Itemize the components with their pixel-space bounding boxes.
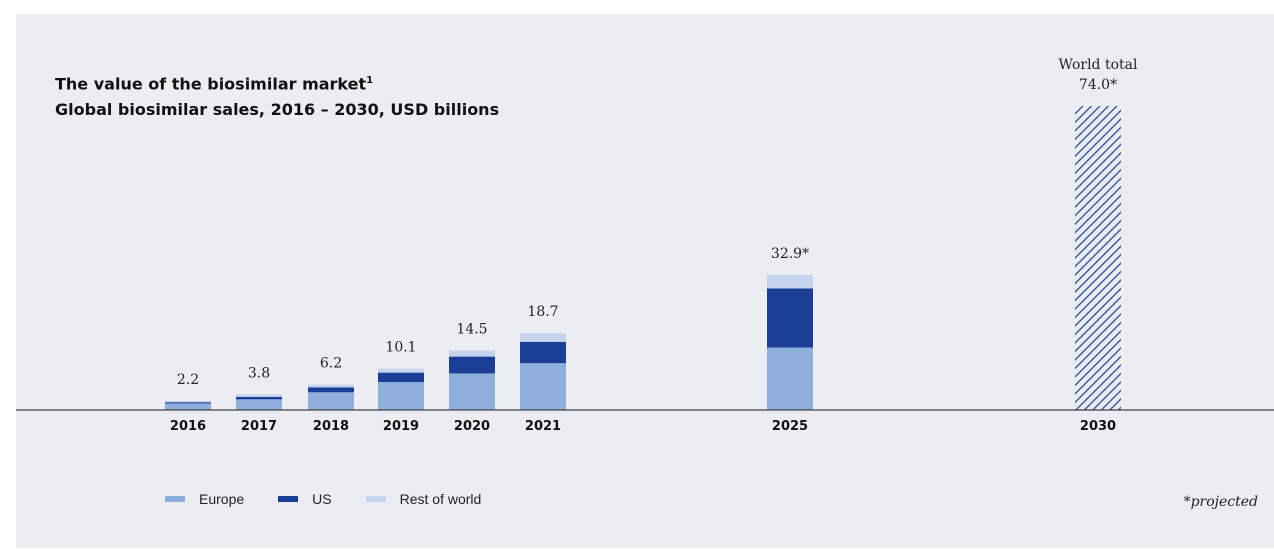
bar-2016-europe	[165, 403, 211, 410]
world-total-label: World total	[1059, 57, 1138, 73]
legend-item-us: US	[278, 491, 332, 507]
bar-2021-us	[520, 341, 566, 364]
bar-2019-rest-of-world	[378, 368, 424, 373]
projected-footnote: *projected	[1183, 494, 1258, 510]
chart-legend: Europe US Rest of world	[165, 491, 515, 507]
legend-label-us: US	[312, 491, 332, 507]
bar-2020-us	[449, 356, 495, 374]
legend-label-europe: Europe	[199, 491, 245, 507]
legend-swatch-rest-of-world	[365, 496, 386, 502]
bar-2017-rest-of-world	[236, 394, 282, 397]
bar-2019-europe	[378, 382, 424, 410]
total-label-2017: 3.8	[248, 365, 270, 381]
chart-title-block: The value of the biosimilar market1 Glob…	[55, 68, 499, 123]
bar-2016-rest-of-world	[165, 400, 211, 403]
legend-swatch-europe	[165, 496, 185, 502]
bar-2017-europe	[236, 399, 282, 410]
x-tick-label-2020: 2020	[454, 419, 490, 434]
x-tick-label-2016: 2016	[170, 419, 206, 434]
title-superscript: 1	[366, 75, 374, 86]
legend-item-rest-of-world: Rest of world	[365, 491, 482, 507]
total-label-2019: 10.1	[385, 340, 416, 356]
bar-2018-us	[308, 387, 354, 393]
total-label-2016: 2.2	[177, 372, 199, 388]
chart-title: The value of the biosimilar market1	[55, 74, 374, 94]
bar-2030-world-total	[1075, 106, 1121, 410]
x-tick-label-2018: 2018	[313, 419, 349, 434]
bar-2019-us	[378, 372, 424, 383]
chart-subtitle: Global biosimilar sales, 2016 – 2030, US…	[55, 100, 500, 120]
bar-2020-rest-of-world	[449, 350, 495, 357]
legend-item-europe: Europe	[165, 491, 244, 507]
legend-swatch-us	[278, 496, 299, 502]
bar-2025-europe	[767, 347, 813, 410]
x-tick-label-2021: 2021	[525, 419, 561, 434]
bar-2016-us	[165, 402, 211, 404]
bar-2018-rest-of-world	[308, 384, 354, 388]
bar-2025-rest-of-world	[767, 274, 813, 289]
bar-2018-europe	[308, 392, 354, 410]
bar-2017-us	[236, 396, 282, 400]
total-label-2018: 6.2	[320, 356, 342, 372]
bar-2025-us	[767, 288, 813, 348]
total-label-2021: 18.7	[527, 304, 558, 320]
x-tick-label-2017: 2017	[241, 419, 277, 434]
total-label-2020: 14.5	[456, 321, 487, 337]
bar-2021-rest-of-world	[520, 333, 566, 342]
bar-2020-europe	[449, 373, 495, 410]
total-label-2025: 32.9*	[771, 246, 809, 262]
x-tick-label-2030: 2030	[1080, 419, 1116, 434]
total-label-2030: 74.0*	[1079, 77, 1117, 93]
chart-panel	[16, 14, 1274, 548]
x-tick-label-2019: 2019	[383, 419, 419, 434]
x-tick-label-2025: 2025	[772, 419, 808, 434]
bar-2021-europe	[520, 363, 566, 410]
legend-label-rest-of-world: Rest of world	[399, 491, 482, 507]
